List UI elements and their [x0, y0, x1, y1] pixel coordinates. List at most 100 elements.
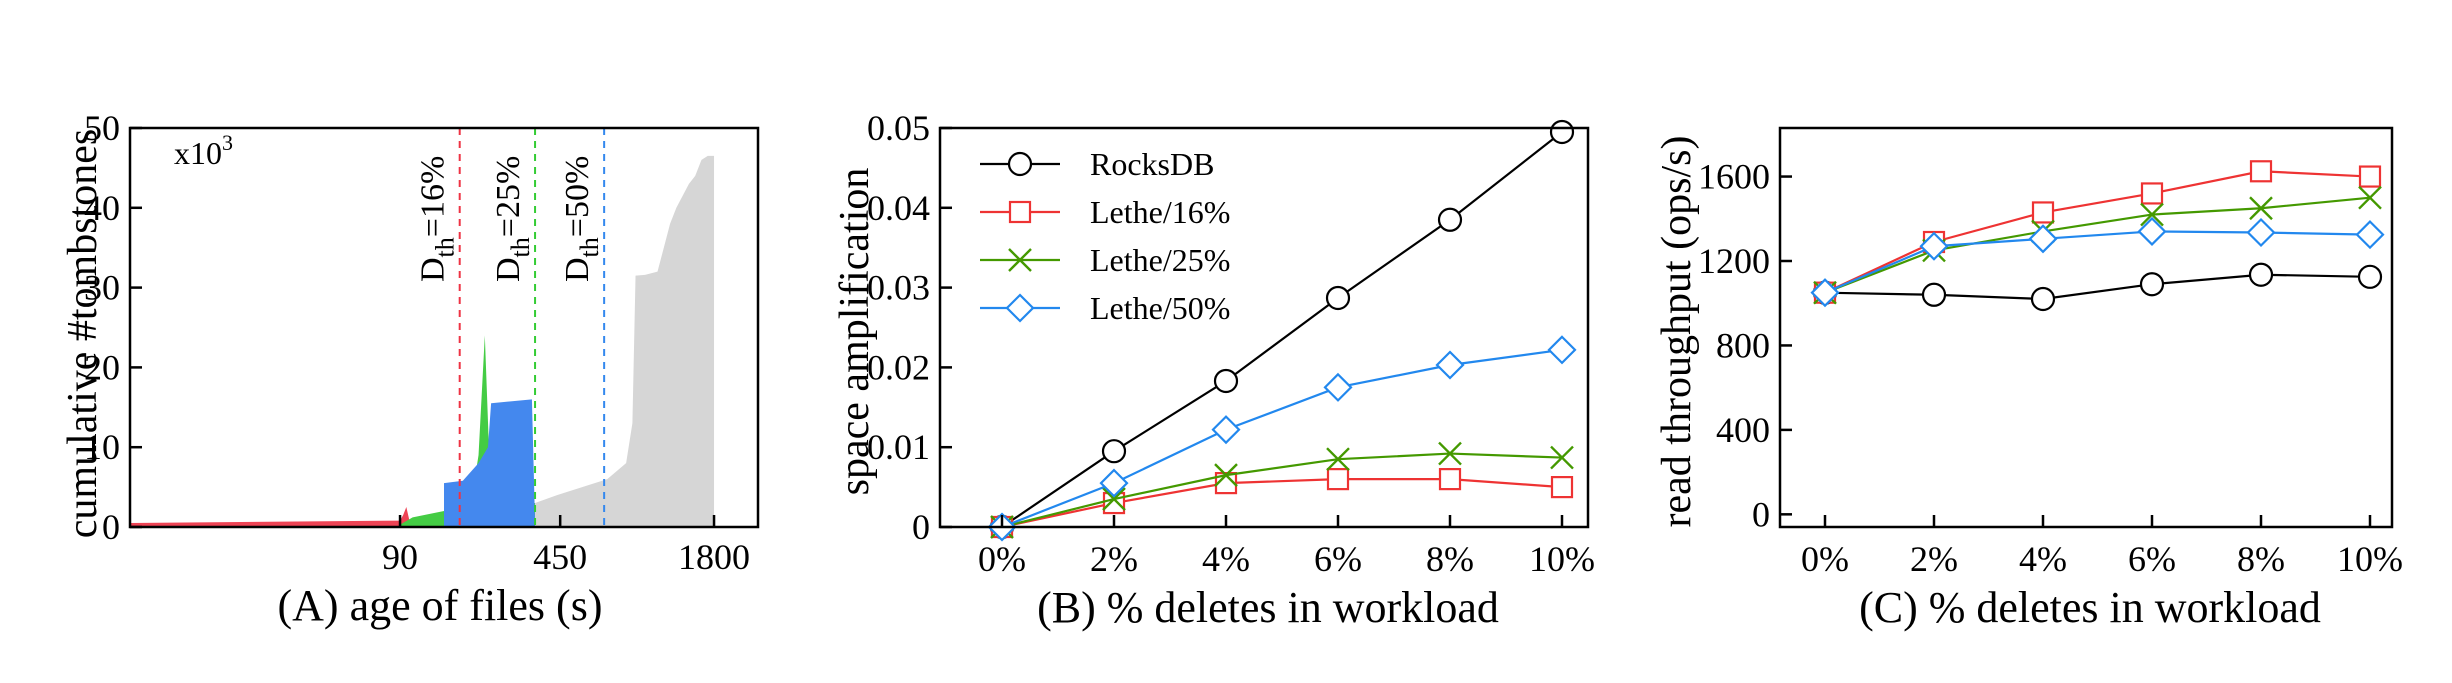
series-line [1824, 196, 2371, 294]
legend-marker [1008, 200, 1032, 224]
data-point [1919, 231, 1949, 261]
data-point [1550, 445, 1574, 470]
x-tick-label: 10% [2337, 539, 2403, 579]
y-tick-label: 800 [1716, 325, 1770, 365]
y-axis-label-c: read throughput (ops/s) [1654, 136, 1700, 528]
legend-item: RocksDB [980, 146, 1214, 182]
caption-b: (B) % deletes in workload [1037, 583, 1499, 632]
threshold-lines: Dth=16% Dth=25% Dth=50% [415, 128, 606, 527]
data-point [2031, 201, 2055, 224]
x-tick-label: 4% [1202, 539, 1250, 579]
data-point [1547, 335, 1577, 365]
series-lethe-25- [1813, 185, 2382, 305]
x-tick-label: 6% [1314, 539, 1362, 579]
data-point [1211, 415, 1241, 445]
data-point [1437, 207, 1463, 232]
area-blue [444, 399, 605, 527]
plot-frame-a [128, 126, 760, 529]
legend-label: Lethe/50% [1090, 290, 1230, 326]
data-point [2246, 217, 2276, 248]
y-tick-label: 30 [84, 268, 120, 308]
series-line [1001, 452, 1563, 529]
data-point [2358, 165, 2382, 188]
legend-b: RocksDB Lethe/16% Lethe/25% Lethe/50% [980, 146, 1230, 326]
panel-b: 0 0.01 0.02 0.03 0.04 0.05 0% 2% 4% 6% 8% 10% Rock… [832, 108, 1595, 632]
data-point [1550, 476, 1574, 499]
legend-marker [1005, 293, 1035, 323]
area-red [130, 507, 460, 527]
series-b [987, 119, 1577, 542]
legend-marker [1007, 151, 1033, 177]
caption-a: (A) age of files (s) [278, 581, 603, 630]
area-gray [535, 155, 715, 527]
y-axis-label-a: cumulative #tombstones [60, 129, 106, 538]
series-line [1824, 273, 2371, 301]
tombstone-areas [130, 155, 715, 527]
legend-label: Lethe/25% [1090, 242, 1230, 278]
legend-item: Lethe/16% [980, 194, 1230, 230]
series-line [1001, 131, 1563, 528]
caption-c: (C) % deletes in workload [1859, 583, 2321, 632]
series-lethe-25- [990, 441, 1574, 539]
x-tick-label: 2% [1090, 539, 1138, 579]
y-tick-label: 50 [84, 108, 120, 148]
panel-c: 0 400 800 1200 1600 0% 2% 4% 6% 8% 10% read throu… [1654, 126, 2403, 632]
data-point [2137, 216, 2167, 247]
data-point [1326, 447, 1350, 472]
data-point [2355, 220, 2385, 250]
y-axis-label-b: space amplification [832, 168, 878, 496]
y-tick-label: 10 [84, 427, 120, 467]
data-point [1214, 463, 1238, 487]
y-tick-label: 0.02 [867, 347, 930, 387]
x-tick-label: 450 [533, 537, 587, 577]
series-rocksdb [989, 119, 1575, 540]
data-point [1921, 282, 1947, 307]
x-ticks-a: 90 450 1800 [382, 515, 750, 577]
x-tick-label: 10% [1529, 539, 1595, 579]
x-tick-label: 4% [2019, 539, 2067, 579]
y-tick-label: 0 [1752, 494, 1770, 534]
data-point [1102, 487, 1126, 511]
data-point [2140, 202, 2164, 227]
y-tick-label: 0.01 [867, 427, 930, 467]
legend-label: RocksDB [1090, 146, 1214, 182]
x-tick-label: 8% [2237, 539, 2285, 579]
series-lethe-50- [1810, 216, 2385, 308]
legend-item: Lethe/50% [980, 290, 1230, 326]
data-point [2358, 185, 2382, 210]
series-rocksdb [1812, 262, 2383, 312]
data-point [2357, 264, 2383, 289]
x-tick-label: 8% [1426, 539, 1474, 579]
data-point [1325, 285, 1351, 311]
y-tick-label: 20 [84, 347, 120, 387]
x-tick-label: 2% [1910, 539, 1958, 579]
data-point [1435, 350, 1465, 380]
data-point [2248, 262, 2274, 287]
data-point [1099, 468, 1129, 498]
y-tick-label: 1200 [1698, 241, 1770, 281]
data-point [2249, 196, 2273, 221]
legend-marker [1008, 248, 1032, 272]
series-lethe-50- [987, 335, 1577, 542]
threshold-label-2: Dth=50% [559, 156, 604, 282]
legend-item: Lethe/25% [980, 242, 1230, 278]
y-tick-label: 0.03 [867, 268, 930, 308]
data-point [1326, 468, 1350, 491]
y-tick-label: 0 [912, 507, 930, 547]
x-tick-label: 6% [2128, 539, 2176, 579]
x-ticks-b: 0% 2% 4% 6% 8% 10% [978, 515, 1595, 579]
x-tick-label: 90 [382, 537, 418, 577]
y-tick-label: 0 [102, 507, 120, 547]
y-tick-label: 0.05 [867, 108, 930, 148]
y-tick-label: 0.04 [867, 188, 930, 228]
x-ticks-c: 0% 2% 4% 6% 8% 10% [1801, 515, 2403, 579]
data-point [2140, 182, 2164, 205]
data-point [2249, 160, 2273, 183]
series-line [1824, 230, 2371, 294]
x-tick-label: 0% [1801, 539, 1849, 579]
y-tick-label: 1600 [1698, 157, 1770, 197]
data-point [2139, 272, 2165, 297]
y-ticks-b: 0 0.01 0.02 0.03 0.04 0.05 [867, 108, 952, 547]
series-c [1810, 160, 2385, 312]
